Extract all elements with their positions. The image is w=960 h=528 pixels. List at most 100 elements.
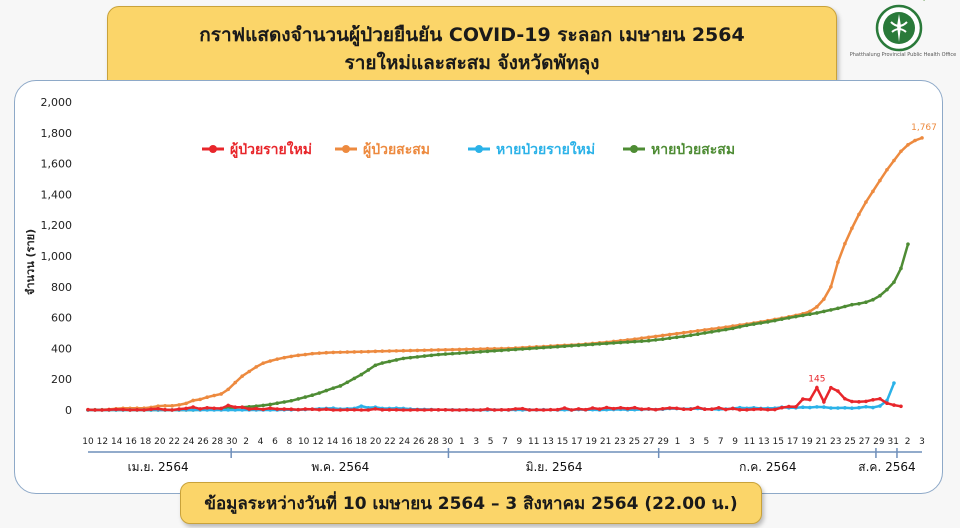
data-point-1 — [674, 331, 679, 336]
data-point-3 — [702, 331, 707, 335]
data-point-0 — [555, 407, 560, 412]
data-point-1 — [709, 327, 714, 331]
data-point-1 — [478, 347, 483, 351]
data-point-0 — [394, 408, 399, 412]
data-point-0 — [737, 408, 742, 412]
org-caption: Phatthalung Provincial Public Health Off… — [849, 52, 957, 58]
data-point-3 — [303, 395, 308, 399]
data-point-2 — [878, 404, 882, 408]
data-point-0 — [723, 407, 728, 412]
data-point-3 — [394, 358, 399, 362]
x-tick-label: 5 — [703, 437, 709, 447]
x-tick-label: 26 — [197, 437, 209, 447]
x-tick-label: 3 — [919, 437, 925, 447]
data-point-1 — [843, 241, 847, 246]
data-point-3 — [450, 351, 455, 356]
data-point-3 — [583, 343, 588, 347]
data-point-3 — [457, 351, 462, 355]
data-point-0 — [534, 407, 539, 412]
x-tick-label: 23 — [830, 437, 841, 447]
data-point-1 — [688, 329, 693, 334]
data-point-3 — [801, 313, 805, 318]
data-point-1 — [408, 348, 413, 353]
data-point-3 — [751, 322, 756, 326]
data-point-3 — [471, 350, 476, 355]
data-point-0 — [597, 407, 602, 411]
data-point-1 — [864, 200, 868, 204]
data-point-0 — [787, 404, 791, 409]
data-point-1 — [275, 357, 280, 361]
data-point-0 — [198, 407, 202, 411]
data-point-0 — [667, 406, 672, 410]
data-point-0 — [794, 404, 798, 409]
data-point-3 — [808, 312, 812, 317]
data-point-3 — [569, 343, 574, 348]
data-point-0 — [226, 403, 230, 408]
data-point-1 — [170, 404, 174, 408]
data-point-3 — [548, 345, 553, 349]
data-point-3 — [541, 345, 546, 350]
data-point-3 — [296, 397, 301, 401]
data-point-1 — [822, 297, 826, 301]
data-point-3 — [653, 338, 658, 342]
new-recovered-end-label: 175 — [919, 0, 936, 3]
x-tick-label: 21 — [816, 437, 827, 447]
data-point-0 — [184, 406, 188, 411]
data-point-0 — [429, 408, 434, 412]
data-point-1 — [394, 349, 399, 353]
data-point-0 — [639, 407, 644, 412]
data-point-3 — [822, 309, 826, 314]
series-line-1 — [88, 136, 923, 411]
data-point-1 — [702, 328, 707, 332]
data-point-3 — [485, 349, 490, 354]
data-point-3 — [632, 339, 637, 344]
data-point-0 — [744, 408, 749, 412]
data-point-3 — [639, 339, 644, 343]
data-point-3 — [730, 326, 735, 331]
data-point-3 — [576, 343, 581, 348]
data-point-1 — [373, 349, 378, 354]
data-point-1 — [198, 397, 202, 402]
data-point-0 — [233, 405, 237, 410]
data-point-1 — [829, 285, 833, 289]
x-tick-label: 16 — [125, 437, 137, 447]
data-point-0 — [688, 407, 693, 412]
x-tick-label: 14 — [327, 437, 339, 447]
data-point-3 — [310, 393, 315, 398]
x-tick-label: 18 — [140, 437, 152, 447]
data-point-0 — [457, 408, 462, 412]
data-point-3 — [660, 337, 665, 341]
data-point-0 — [121, 407, 125, 412]
data-point-3 — [254, 404, 259, 408]
data-point-3 — [555, 344, 560, 349]
data-point-0 — [373, 407, 378, 411]
y-tick-label: 1,400 — [41, 188, 73, 201]
data-point-3 — [408, 355, 413, 360]
cum-cases-end-label: 1,767 — [911, 123, 937, 133]
data-point-3 — [464, 350, 469, 355]
data-point-3 — [359, 372, 364, 377]
data-point-0 — [611, 406, 616, 411]
data-point-3 — [766, 320, 770, 324]
x-tick-label: 7 — [502, 437, 508, 447]
data-point-1 — [219, 392, 223, 396]
data-point-3 — [282, 400, 287, 404]
data-point-2 — [843, 406, 847, 410]
data-point-3 — [562, 344, 567, 349]
data-point-0 — [513, 407, 518, 411]
data-point-0 — [401, 408, 406, 412]
data-point-0 — [142, 408, 146, 412]
data-point-3 — [864, 300, 868, 305]
data-point-3 — [759, 321, 763, 325]
x-tick-label: 12 — [97, 437, 108, 447]
data-point-1 — [681, 330, 686, 335]
x-tick-label: 27 — [859, 437, 870, 447]
data-point-0 — [317, 407, 322, 412]
legend-marker — [630, 145, 638, 153]
data-point-3 — [317, 391, 322, 395]
data-point-0 — [478, 408, 483, 412]
data-point-1 — [317, 351, 322, 355]
data-point-1 — [906, 143, 910, 147]
data-point-3 — [422, 354, 427, 358]
data-point-1 — [899, 149, 903, 154]
